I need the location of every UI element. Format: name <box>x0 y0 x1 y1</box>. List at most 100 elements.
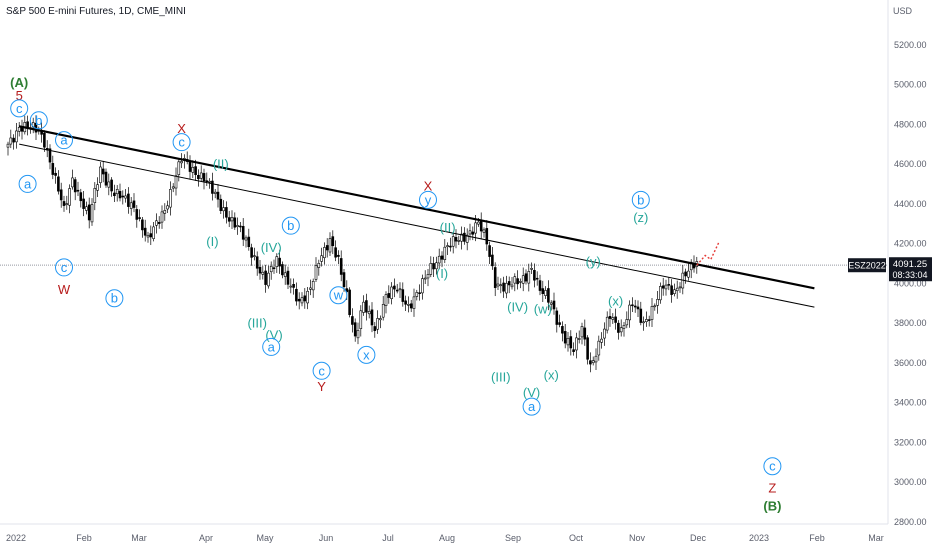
candle-body <box>258 266 262 274</box>
candle <box>113 184 116 202</box>
wave-label: a <box>55 131 73 150</box>
candle <box>79 188 83 208</box>
projection-path <box>696 241 720 266</box>
candle-body <box>261 271 265 275</box>
x-tick-label: Oct <box>569 533 584 543</box>
wave-label-text: (A) <box>10 75 28 90</box>
candle <box>233 212 237 230</box>
candle <box>236 217 239 235</box>
candle-body <box>572 349 575 352</box>
wave-label: 5 <box>16 88 23 103</box>
candle-body <box>440 255 444 260</box>
wave-label-text: (B) <box>763 498 781 513</box>
y-tick-label: 5200.00 <box>894 40 927 50</box>
candle <box>281 261 284 279</box>
candle <box>253 247 256 261</box>
wave-label-text: a <box>60 133 68 148</box>
wave-label-text: a <box>528 399 536 414</box>
y-tick-label: 4800.00 <box>894 119 927 129</box>
last-price-badge-bg <box>889 257 932 282</box>
candle <box>255 251 259 276</box>
candle <box>440 251 444 268</box>
candle <box>608 308 612 327</box>
x-tick-label: Aug <box>439 533 455 543</box>
candle-body <box>589 360 592 365</box>
wave-label-text: b <box>35 113 42 128</box>
candle-body <box>269 265 273 273</box>
candle <box>289 278 293 294</box>
y-tick-label: 2800.00 <box>894 517 927 527</box>
candle-body <box>90 204 94 223</box>
candle-body <box>272 267 276 270</box>
candle-body <box>68 188 71 206</box>
candle-body <box>12 137 15 143</box>
candle <box>202 168 206 190</box>
candle <box>496 276 500 290</box>
candle-body <box>631 304 634 307</box>
candle-body <box>171 186 175 189</box>
candle-body <box>583 327 587 340</box>
wave-label: (w) <box>534 302 552 317</box>
candle-body <box>124 195 127 199</box>
candle-body <box>76 189 80 192</box>
wave-label: b <box>281 216 300 235</box>
candle <box>62 195 66 212</box>
wave-label-text: (III) <box>247 316 267 331</box>
candle-body <box>9 137 13 145</box>
y-tick-label: 4400.00 <box>894 199 927 209</box>
candle-body <box>437 255 441 264</box>
candle-body <box>381 304 385 318</box>
candle <box>6 141 10 156</box>
candle-body <box>155 220 158 226</box>
candle <box>485 220 489 251</box>
candle <box>533 263 536 288</box>
wave-label: y <box>419 190 437 209</box>
candle <box>15 123 18 149</box>
candle <box>429 256 433 278</box>
candle <box>57 170 60 195</box>
candle-body <box>163 210 167 214</box>
candle-body <box>421 278 424 294</box>
wave-label: x <box>357 345 376 364</box>
candle <box>393 278 396 298</box>
candle <box>85 201 88 215</box>
candle <box>586 335 589 365</box>
candle-body <box>297 298 301 302</box>
candle <box>563 323 567 349</box>
wave-label-text: b <box>637 192 644 207</box>
candle <box>241 218 245 247</box>
candle <box>575 332 578 359</box>
candle <box>656 291 659 314</box>
last-price-text: 4091.25 <box>893 259 927 270</box>
x-tick-label: Feb <box>76 533 92 543</box>
candle-body <box>393 285 396 290</box>
candle <box>9 129 13 149</box>
wave-label: (x) <box>608 294 623 309</box>
candle <box>146 231 150 243</box>
candle <box>76 181 80 197</box>
symbol-badge-bg <box>848 258 886 273</box>
candle <box>622 322 626 337</box>
candle-body <box>174 175 178 189</box>
candle-body <box>622 325 626 329</box>
wave-label-circle <box>329 286 348 305</box>
candle-body <box>404 300 407 305</box>
candle-body <box>230 217 234 222</box>
candle <box>412 288 416 317</box>
candle-body <box>99 166 102 184</box>
candle <box>670 279 673 303</box>
wave-label-circle <box>357 345 376 364</box>
candle-body <box>48 148 52 163</box>
candle <box>309 279 312 296</box>
candle-body <box>348 289 351 315</box>
candle <box>418 284 421 301</box>
candle-body <box>283 272 287 277</box>
candle-body <box>177 161 181 175</box>
candle <box>71 169 74 190</box>
candle <box>566 332 570 352</box>
candle-body <box>169 189 172 208</box>
candle-body <box>659 286 662 301</box>
candle <box>328 232 332 257</box>
